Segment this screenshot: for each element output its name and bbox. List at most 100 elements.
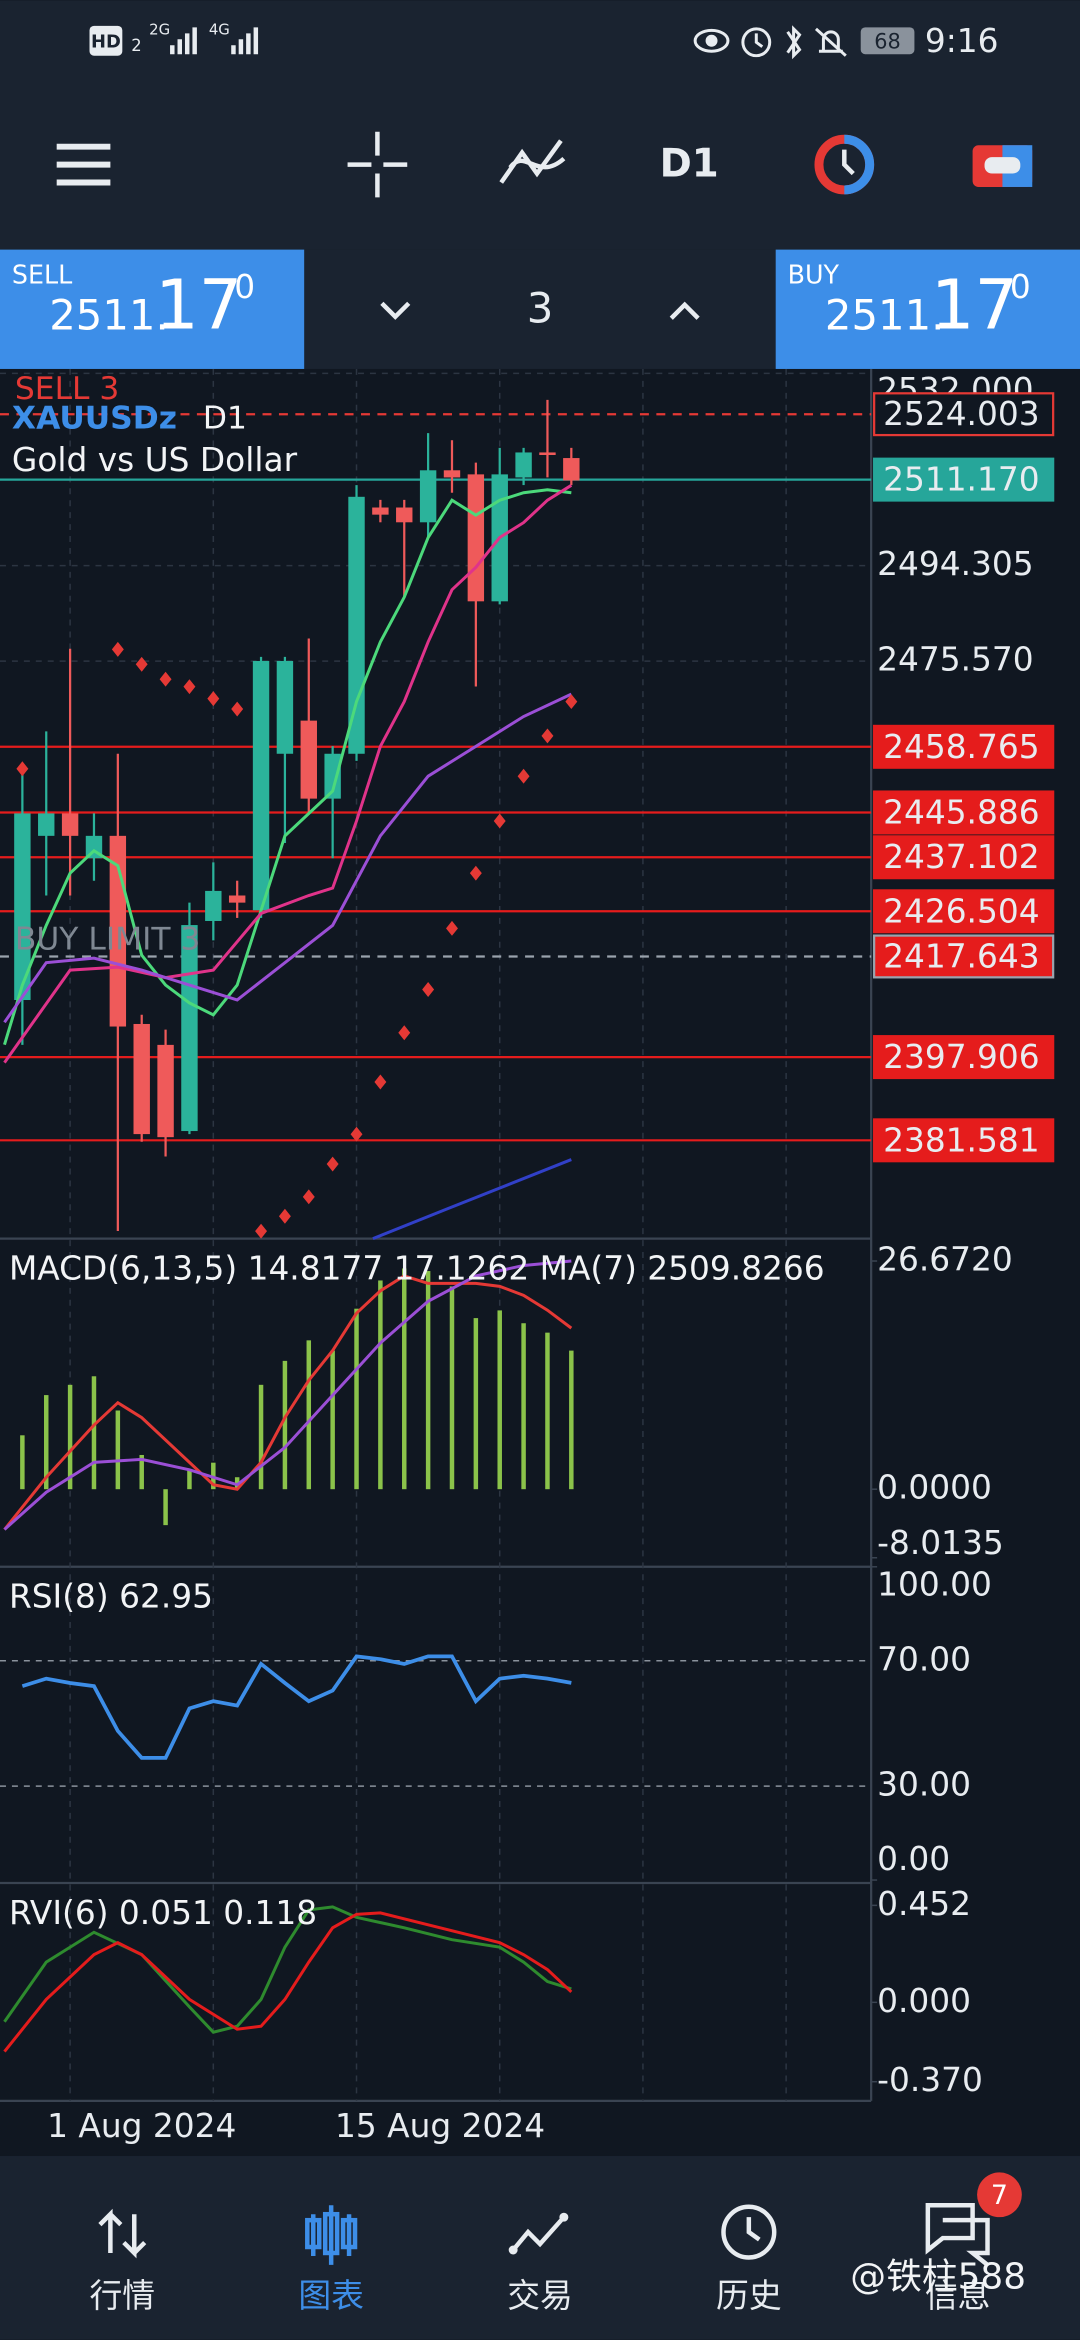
- nav-chart[interactable]: 图表: [298, 2277, 364, 2315]
- price-level-label: 2458.765: [883, 728, 1040, 766]
- macd-bar: [521, 1323, 526, 1490]
- macd-bar: [330, 1350, 335, 1490]
- candle-body: [133, 1023, 150, 1135]
- candle-body: [157, 1044, 174, 1138]
- macd-tick-label: 0.0000: [877, 1469, 992, 1507]
- buy-button[interactable]: [775, 249, 1080, 369]
- macd-bar: [44, 1395, 49, 1490]
- nav-history[interactable]: 历史: [716, 2277, 782, 2315]
- macd-bar: [187, 1469, 192, 1490]
- macd-bar: [378, 1280, 383, 1490]
- battery-level: 68: [874, 29, 901, 53]
- candle-body: [181, 925, 198, 1132]
- buy-label: BUY: [788, 259, 840, 289]
- rvi-lines: [3, 1905, 573, 2053]
- signal-a: 2G: [149, 20, 170, 38]
- rvi-tick-label: 0.000: [877, 1982, 971, 2020]
- price-level-box: [873, 1118, 1055, 1163]
- rvi-tick-label: -0.370: [877, 2061, 983, 2099]
- candle-body: [396, 507, 413, 523]
- volume-down[interactable]: [380, 301, 411, 320]
- badge: [977, 2172, 1022, 2218]
- macd-bar: [258, 1384, 264, 1490]
- clock: 9:16: [925, 22, 999, 60]
- timeframe-button[interactable]: D1: [660, 142, 719, 187]
- macd-bar: [545, 1332, 550, 1490]
- price-tick-label: 2494.305: [877, 545, 1034, 583]
- crosshair-button[interactable]: [347, 131, 408, 198]
- sell-button[interactable]: [0, 249, 305, 369]
- nav-bg: [0, 2156, 1080, 2340]
- signal-b: 4G: [209, 20, 230, 38]
- price-level-label: 2381.581: [883, 1121, 1040, 1159]
- price-level-box: [873, 889, 1055, 934]
- price-level-label: 2417.643: [883, 937, 1040, 975]
- price-level-box: [873, 1035, 1055, 1080]
- sell-price-sup: 0: [234, 268, 255, 306]
- sell-price: 2511.: [49, 291, 169, 340]
- status-icons: [693, 25, 847, 60]
- date-label: 1 Aug 2024: [47, 2107, 236, 2145]
- indicator-lines: [3, 484, 573, 1241]
- badge-count: 7: [991, 2180, 1008, 2211]
- price-level-box: [873, 835, 1055, 880]
- price-level-box: [873, 457, 1055, 502]
- macd-bar: [139, 1454, 144, 1490]
- symbol-description: Gold vs US Dollar: [12, 441, 298, 479]
- sell-order-label: SELL 3: [15, 371, 119, 407]
- candle-body: [38, 813, 55, 836]
- price-tick-label: 2475.570: [877, 641, 1034, 679]
- indicators-button[interactable]: [499, 139, 566, 184]
- price-level-label: 2397.906: [883, 1038, 1040, 1076]
- price-level-label: 2437.102: [883, 838, 1040, 876]
- volume-up[interactable]: [669, 301, 700, 320]
- chart-timeframe: D1: [203, 401, 247, 437]
- hd-text: HD: [91, 31, 121, 52]
- buy-limit-label: BUY LIMIT 3: [15, 921, 200, 957]
- nav-quotes[interactable]: 行情: [90, 2277, 156, 2315]
- macd-bar: [115, 1410, 121, 1490]
- macd-tick-label: -8.0135: [877, 1524, 1004, 1562]
- candle-body: [252, 660, 270, 911]
- macd-bar: [163, 1489, 168, 1526]
- macd-bar: [402, 1268, 407, 1490]
- price-level-label: 2445.886: [883, 793, 1040, 831]
- macd-bar: [306, 1340, 312, 1490]
- rsi-tick-label: 30.00: [877, 1766, 971, 1804]
- macd-bar: [282, 1360, 288, 1490]
- candle-body: [515, 452, 532, 478]
- price-level-label: 2524.003: [883, 395, 1040, 433]
- price-level-box: [873, 934, 1055, 979]
- buy-price-big: 17: [931, 265, 1018, 345]
- candle-body: [300, 720, 317, 799]
- volume[interactable]: 3: [527, 283, 554, 332]
- rsi-line: [21, 1654, 572, 1760]
- candle-body: [539, 452, 556, 455]
- macd-bar: [449, 1286, 455, 1490]
- rsi-tick-label: 100.00: [877, 1566, 992, 1604]
- nav-messages[interactable]: 信息: [925, 2277, 991, 2315]
- nav-trade[interactable]: 交易: [507, 2277, 573, 2315]
- symbol: XAUUSDz: [12, 401, 177, 437]
- trade-button[interactable]: [972, 145, 1033, 187]
- menu-button[interactable]: [56, 143, 111, 186]
- macd-bar: [354, 1308, 359, 1490]
- macd-bar: [20, 1435, 25, 1490]
- volume-panel: [304, 249, 776, 369]
- candle-body: [467, 474, 485, 602]
- date-label: 15 Aug 2024: [335, 2107, 545, 2145]
- buy-price-sup: 0: [1010, 268, 1031, 306]
- candle-body: [419, 470, 437, 523]
- rvi-tick-label: 0.452: [877, 1885, 971, 1923]
- sell-price-big: 17: [155, 265, 242, 345]
- rvi-label: RVI(6) 0.051 0.118: [9, 1894, 317, 1932]
- macd-tick-label: 26.6720: [877, 1241, 1013, 1279]
- templates-button[interactable]: [814, 134, 875, 195]
- macd-bar: [569, 1350, 574, 1490]
- candle-body: [563, 458, 580, 481]
- nav-icons: [98, 2203, 990, 2267]
- candle-body: [205, 890, 222, 921]
- panel-separators: [0, 368, 873, 2102]
- rsi-label: RSI(8) 62.95: [9, 1578, 213, 1616]
